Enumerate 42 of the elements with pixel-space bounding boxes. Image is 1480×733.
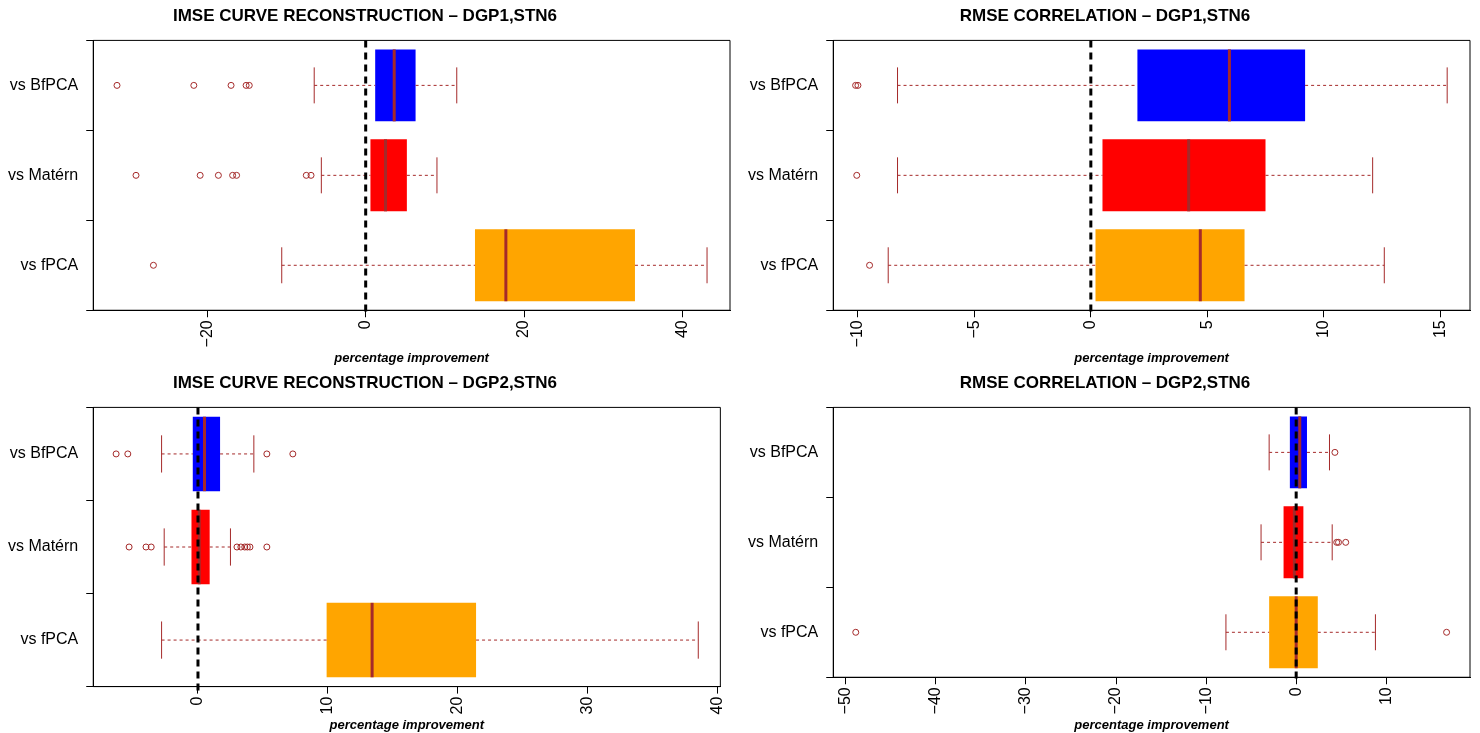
x-tick-label: −20 [1106,686,1124,714]
y-tick-label: vs BfPCA [749,75,819,93]
x-tick-label: −30 [1016,686,1034,714]
x-tick-label: 0 [1286,686,1304,696]
x-tick-label: 15 [1430,320,1448,339]
y-tick-label: vs Matérn [747,532,819,550]
y-tick-label: vs Matérn [7,536,79,554]
y-tick-label: vs BfPCA [9,443,79,461]
x-tick-label: 10 [1376,686,1394,705]
x-tick-label: 5 [1197,320,1215,330]
y-tick-label: vs fPCA [760,255,819,273]
y-tick-label: vs fPCA [760,622,819,640]
x-tick-label: −10 [1196,686,1214,714]
x-tick-label: −50 [836,686,854,714]
y-tick-label: vs BfPCA [9,75,79,93]
x-tick-label: 40 [708,696,726,714]
x-axis-title: percentage improvement [1073,349,1230,365]
y-tick-label: vs Matérn [747,165,819,183]
y-tick-label: vs BfPCA [749,442,819,460]
x-tick-label: 10 [318,696,336,714]
x-tick-label: 10 [1314,320,1332,339]
y-tick-label: vs fPCA [20,629,79,647]
x-axis-title: percentage improvement [1073,716,1230,732]
x-tick-label: 0 [1081,320,1099,330]
x-axis-title: percentage improvement [328,716,485,732]
x-tick-label: −10 [848,320,866,348]
x-axis-title: percentage improvement [333,349,490,365]
chart-title: IMSE CURVE RECONSTRUCTION – DGP2,STN6 [172,372,558,392]
x-tick-label: 0 [188,696,206,706]
chart-title: RMSE CORRELATION – DGP1,STN6 [959,5,1251,25]
x-tick-label: 20 [448,696,466,714]
chart-title: IMSE CURVE RECONSTRUCTION – DGP1,STN6 [172,5,558,25]
x-tick-label: 40 [672,320,690,339]
x-tick-label: 0 [356,320,374,330]
y-tick-label: vs Matérn [7,165,79,183]
chart-title: RMSE CORRELATION – DGP2,STN6 [959,372,1251,392]
x-tick-label: −20 [197,320,215,348]
x-tick-label: 20 [514,320,532,339]
y-tick-label: vs fPCA [20,255,79,273]
x-tick-label: 30 [578,696,596,714]
x-tick-label: −40 [926,686,944,714]
x-tick-label: −5 [964,320,982,339]
